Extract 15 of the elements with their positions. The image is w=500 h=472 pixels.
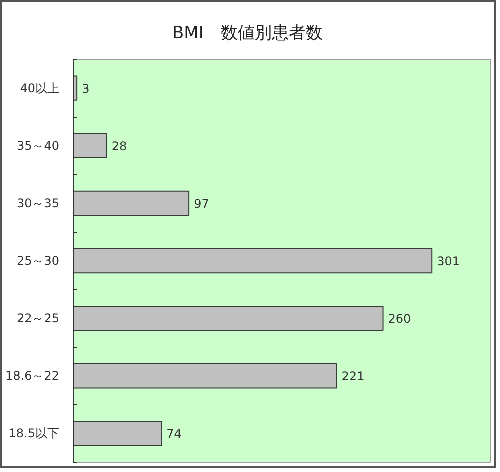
data-label: 74: [166, 427, 182, 442]
data-label: 3: [82, 82, 90, 96]
y-tick-label: 22～25: [16, 312, 60, 326]
y-tick-label: 40以上: [20, 81, 60, 96]
y-tick-label: 25～30: [16, 254, 60, 268]
y-tick-label: 18.5以下: [8, 426, 60, 441]
y-tick-label: 35～40: [16, 138, 60, 153]
data-label: 97: [194, 196, 210, 211]
data-label: 260: [388, 312, 412, 326]
chart-title: BMI 数値別患者数: [172, 24, 323, 44]
y-tick-label: 30～35: [16, 196, 60, 210]
data-label: 301: [437, 254, 460, 268]
data-label: 221: [342, 370, 365, 384]
y-tick-label: 18.6～22: [6, 369, 60, 384]
data-label: 28: [112, 139, 128, 154]
